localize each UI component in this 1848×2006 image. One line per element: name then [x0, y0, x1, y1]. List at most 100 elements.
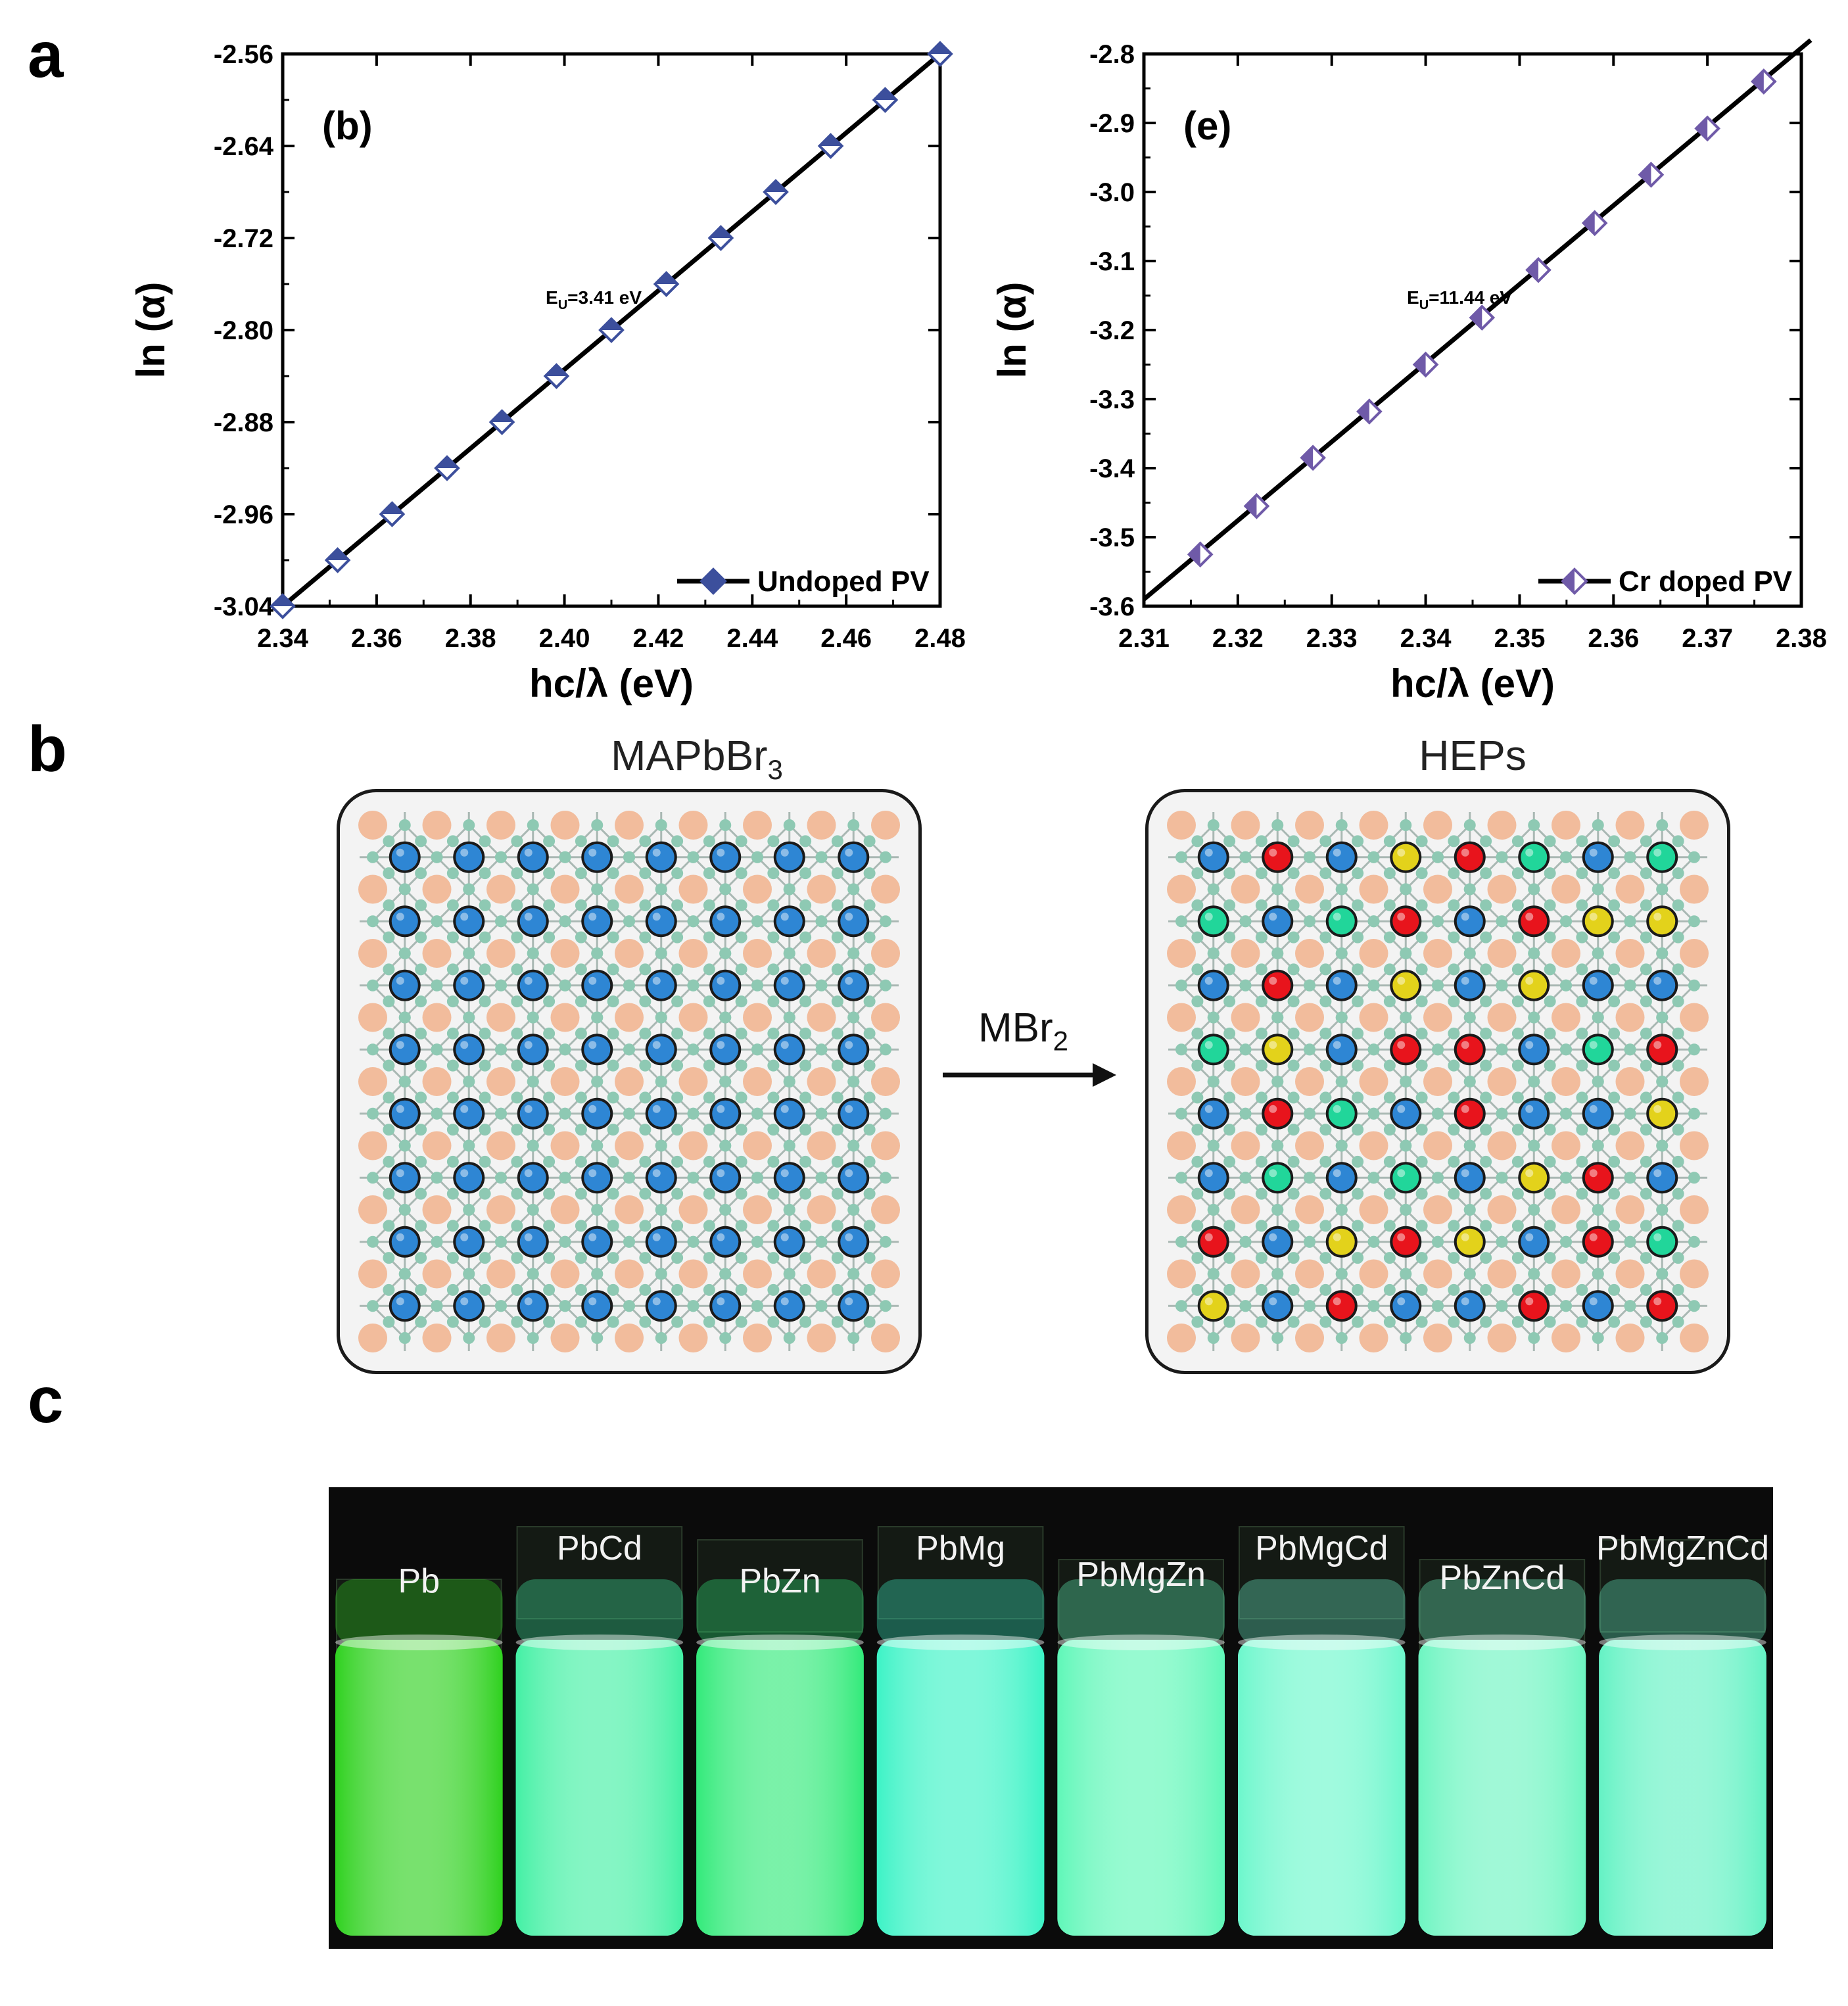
a-site-cation	[358, 1131, 387, 1160]
metal-center	[1325, 1290, 1358, 1322]
halide-node	[1335, 1332, 1348, 1344]
halide-node	[1207, 947, 1220, 959]
halide-node	[415, 1252, 427, 1264]
halide-node	[1656, 883, 1669, 896]
a-site-cation	[1680, 1195, 1709, 1224]
x-tick-label: 2.46	[820, 624, 872, 653]
halide-node	[415, 1316, 427, 1328]
halide-node	[1304, 1107, 1315, 1120]
a-site-cation	[1295, 1324, 1324, 1352]
halide-node	[1432, 915, 1444, 928]
halide-node	[527, 947, 539, 959]
halide-node	[719, 819, 732, 831]
halide-node	[1175, 851, 1187, 863]
metal-center	[1646, 841, 1678, 873]
halide-node	[799, 963, 812, 976]
halide-node	[783, 883, 795, 896]
halide-node	[671, 931, 684, 943]
vial-label: PbMg	[916, 1529, 1005, 1567]
halide-node	[415, 931, 427, 943]
metal-highlight	[652, 1105, 661, 1113]
halide-node	[671, 995, 684, 1008]
y-tick-label: -2.88	[214, 408, 273, 437]
y-tick-label: -2.64	[214, 132, 274, 161]
halide-node	[1335, 1076, 1348, 1087]
metal-highlight	[652, 1297, 661, 1306]
halide-node	[735, 931, 747, 943]
a-site-cation	[1487, 1259, 1517, 1289]
halide-node	[880, 915, 891, 928]
halide-node	[1191, 899, 1204, 911]
vial: PbCd	[515, 1526, 684, 1936]
metal-center	[1518, 1290, 1550, 1322]
halide-node	[1640, 1027, 1652, 1039]
a-site-cation	[1231, 874, 1260, 904]
a-site-cation	[807, 1259, 836, 1289]
data-point	[1525, 256, 1552, 283]
halide-node	[1383, 1091, 1396, 1104]
halide-node	[1672, 1155, 1684, 1168]
metal-center	[1582, 1034, 1614, 1066]
halide-node	[1432, 1300, 1444, 1312]
data-point	[1638, 161, 1665, 188]
halide-node	[1239, 1172, 1252, 1184]
halide-node	[1496, 1107, 1508, 1120]
halide-node	[1576, 867, 1588, 880]
x-tick-label: 2.48	[914, 624, 966, 653]
metal-highlight	[460, 1105, 469, 1113]
halide-node	[446, 1124, 459, 1136]
a-site-cation	[1487, 1067, 1517, 1096]
metal-center	[1390, 1034, 1422, 1066]
halide-node	[735, 1283, 747, 1296]
halide-node	[1319, 963, 1332, 976]
a-site-cation	[358, 1259, 387, 1289]
data-point	[653, 271, 680, 297]
a-site-cation	[1552, 1259, 1580, 1289]
metal-center	[838, 969, 870, 1001]
vial-cap	[1058, 1559, 1225, 1652]
halide-node	[831, 1027, 843, 1039]
metal-highlight	[717, 976, 725, 985]
a-site-cation	[1423, 811, 1452, 840]
y-tick-label: -3.5	[1089, 523, 1135, 552]
halide-node	[671, 899, 684, 911]
x-tick-label: 2.37	[1682, 624, 1733, 653]
halide-node	[1544, 1252, 1556, 1264]
vial-glow	[1418, 1640, 1586, 1936]
halide-node	[367, 1107, 379, 1120]
y-tick-label: -3.0	[1089, 178, 1135, 207]
halide-node	[1576, 1252, 1588, 1264]
halide-node	[398, 819, 411, 831]
halide-node	[543, 1124, 556, 1136]
halide-node	[703, 1187, 715, 1200]
halide-node	[639, 835, 652, 848]
a-site-cation	[1231, 811, 1260, 840]
metal-center	[838, 1162, 870, 1194]
a-site-cation	[1231, 1259, 1260, 1289]
metal-highlight	[460, 1297, 469, 1306]
x-tick-label: 2.35	[1494, 624, 1545, 653]
metal-highlight	[1461, 976, 1469, 985]
vial-neck	[1418, 1579, 1586, 1645]
halide-node	[1448, 1316, 1460, 1328]
a-site-cation	[1615, 939, 1645, 968]
metal-center	[1325, 969, 1358, 1001]
metal-center	[645, 1034, 677, 1066]
halide-node	[1400, 1332, 1412, 1344]
vial-neck	[515, 1579, 684, 1645]
vial: Pb	[335, 1562, 503, 1936]
halide-node	[623, 1300, 635, 1312]
halide-node	[446, 995, 459, 1008]
halide-node	[415, 1059, 427, 1072]
halide-node	[1511, 1059, 1524, 1072]
metal-highlight	[1653, 1233, 1662, 1241]
halide-node	[1672, 1220, 1684, 1232]
halide-node	[415, 1124, 427, 1136]
halide-node	[559, 1043, 571, 1056]
halide-node	[1432, 1107, 1444, 1120]
metal-center	[389, 1226, 421, 1258]
halide-node	[511, 1316, 523, 1328]
halide-node	[655, 1204, 667, 1216]
halide-node	[671, 963, 684, 976]
halide-node	[1287, 1059, 1300, 1072]
